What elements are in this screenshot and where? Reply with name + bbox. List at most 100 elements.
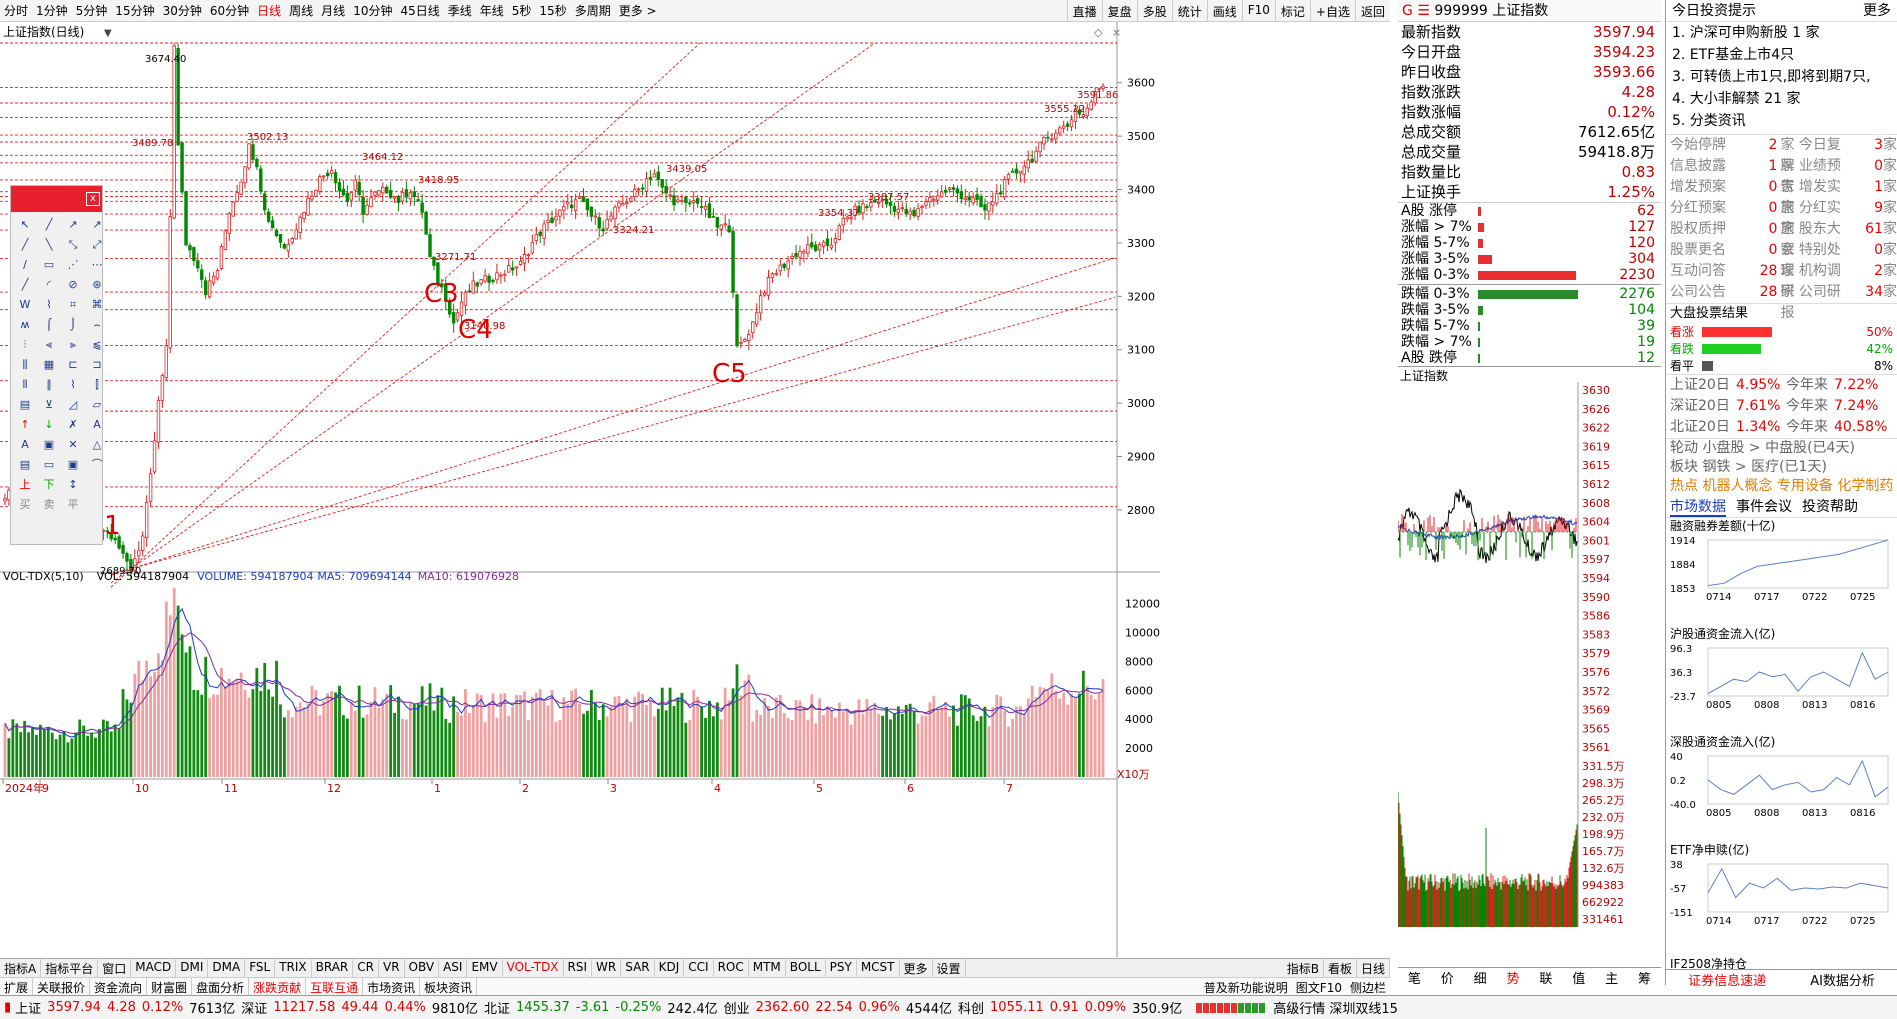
draw-tool-icon[interactable]: ⊏	[68, 358, 78, 371]
tips-bottom-tab[interactable]: AI数据分析	[1810, 974, 1875, 989]
indicator-tab[interactable]: OBV	[405, 959, 440, 977]
indicator-label[interactable]: 股票更名	[1670, 242, 1726, 258]
period-tab[interactable]: 更多 >	[618, 4, 657, 18]
toolbar-button[interactable]: +自选	[1309, 0, 1355, 22]
indicator-tab[interactable]: CCI	[684, 959, 714, 977]
indicator-tab[interactable]: BOLL	[786, 959, 826, 977]
drawing-tools-header[interactable]: x	[11, 186, 102, 212]
panel-tab[interactable]: 联	[1539, 972, 1553, 987]
period-tab[interactable]: 10分钟	[353, 4, 393, 18]
tips-bottom-tab[interactable]: 证券信息速递	[1688, 974, 1767, 989]
extension-tab[interactable]: 图文F10	[1295, 981, 1342, 995]
status-market-name[interactable]: 北证	[483, 1002, 510, 1017]
tip-item[interactable]: 4. 大小非解禁 21 家	[1672, 91, 1801, 107]
draw-tool-icon[interactable]: ⫴	[22, 378, 28, 391]
menu-icon[interactable]: ☰	[1417, 3, 1430, 19]
status-market-name[interactable]: 深证	[241, 1002, 268, 1017]
indicator-tab[interactable]: MCST	[857, 959, 900, 977]
indicator-tab[interactable]: DMI	[176, 959, 209, 977]
kline-chart[interactable]: 上证指数(日线)▼◇×36003500340033003200310030002…	[0, 22, 1160, 962]
draw-tool-icon[interactable]: ↗	[68, 218, 78, 231]
tip-item[interactable]: 5. 分类资讯	[1672, 113, 1746, 129]
toolbar-button[interactable]: F10	[1241, 0, 1275, 22]
period-tab[interactable]: 60分钟	[209, 4, 250, 18]
draw-tool-icon[interactable]: 平	[67, 498, 79, 511]
panel-tab[interactable]: 主	[1605, 972, 1619, 987]
draw-tool-icon[interactable]: △	[92, 438, 102, 451]
tip-item[interactable]: 1. 沪深可申购新股 1 家	[1672, 25, 1820, 41]
toolbar-button[interactable]: 统计	[1171, 0, 1207, 22]
draw-tool-icon[interactable]: ⊘	[68, 278, 78, 291]
draw-tool-icon[interactable]: ▦	[43, 358, 55, 371]
draw-tool-icon[interactable]: 卖	[43, 498, 55, 511]
indicator-tab[interactable]: SAR	[621, 959, 655, 977]
indicator-tab[interactable]: 看板	[1324, 959, 1357, 977]
period-tab[interactable]: 多周期	[574, 4, 611, 18]
close-icon[interactable]: x	[86, 192, 100, 206]
trend-line[interactable]	[110, 296, 1116, 575]
draw-tool-icon[interactable]: ▤	[19, 398, 31, 411]
extension-tab[interactable]: 盘面分析	[192, 978, 250, 995]
draw-tool-icon[interactable]: ⌢	[93, 318, 101, 331]
panel-tab[interactable]: 价	[1440, 972, 1454, 987]
indicator-label[interactable]: 分红预案	[1670, 200, 1726, 216]
draw-tool-icon[interactable]: ⫸	[69, 338, 77, 351]
draw-tool-icon[interactable]: ⫶	[23, 338, 27, 351]
draw-tool-icon[interactable]: ▤	[19, 458, 31, 471]
tip-item[interactable]: 3. 可转债上市1只,即将到期7只,	[1672, 69, 1871, 85]
toolbar-button[interactable]: 直播	[1066, 0, 1102, 22]
indicator-tab[interactable]: RSI	[564, 959, 593, 977]
draw-tool-icon[interactable]: ⌠	[46, 318, 52, 331]
period-tab[interactable]: 季线	[447, 4, 472, 18]
draw-tool-icon[interactable]: ✗	[68, 418, 78, 431]
indicator-tab[interactable]: FSL	[245, 959, 276, 977]
draw-tool-icon[interactable]: ↕	[68, 478, 78, 491]
indicator-tab[interactable]: MTM	[749, 959, 786, 977]
draw-tool-icon[interactable]: ∥	[46, 378, 52, 391]
toolbar-button[interactable]: 复盘	[1101, 0, 1137, 22]
panel-tab[interactable]: 筹	[1638, 972, 1652, 987]
trend-line[interactable]	[110, 257, 1116, 576]
toolbar-button[interactable]: 返回	[1354, 0, 1390, 22]
indicator-label[interactable]: 股权质押	[1670, 221, 1726, 237]
indicator-tab[interactable]: TRIX	[275, 959, 312, 977]
draw-tool-icon[interactable]: ⊐	[92, 358, 102, 371]
extension-tab[interactable]: 财富圈	[147, 978, 193, 995]
extension-tab[interactable]: 扩展	[0, 978, 34, 995]
indicator-tab[interactable]: 日线	[1357, 959, 1390, 977]
draw-tool-icon[interactable]: ʍ	[20, 318, 30, 331]
indicator-label[interactable]: 互动问答	[1670, 263, 1726, 279]
extension-tab[interactable]: 关联报价	[33, 978, 91, 995]
tips-tab[interactable]: 投资帮助	[1802, 499, 1858, 515]
draw-tool-icon[interactable]: ⊛	[92, 278, 102, 291]
draw-tool-icon[interactable]: ∕	[23, 258, 27, 271]
draw-tool-icon[interactable]: 上	[19, 478, 31, 491]
draw-tool-icon[interactable]: ⤡	[68, 238, 78, 251]
extension-tab[interactable]: 资金流向	[90, 978, 148, 995]
trend-line[interactable]	[110, 42, 876, 584]
draw-tool-icon[interactable]: ▣	[43, 438, 55, 451]
indicator-tab[interactable]: PSY	[826, 959, 857, 977]
indicator-tab[interactable]: 设置	[933, 959, 966, 977]
draw-tool-icon[interactable]: W	[19, 298, 31, 311]
period-tab[interactable]: 日线	[257, 4, 282, 18]
status-market-name[interactable]: 科创	[958, 1002, 985, 1017]
period-tab[interactable]: 15秒	[539, 4, 567, 18]
diamond-icon[interactable]: ◇	[1094, 26, 1103, 39]
indicator-tab[interactable]: VOL-TDX	[503, 959, 564, 977]
indicator-label[interactable]: 家 公司研报	[1780, 284, 1841, 321]
extension-tab[interactable]: 普及新功能说明	[1203, 981, 1288, 995]
draw-tool-icon[interactable]: ╱	[45, 218, 53, 231]
toolbar-button[interactable]: 画线	[1206, 0, 1242, 22]
period-tab[interactable]: 5秒	[511, 4, 532, 18]
draw-tool-icon[interactable]: ⌇	[70, 378, 76, 391]
draw-tool-icon[interactable]: ◜	[46, 278, 52, 291]
draw-tool-icon[interactable]: ╲	[45, 238, 53, 251]
status-market-name[interactable]: 上证	[15, 1002, 42, 1017]
panel-tab[interactable]: 值	[1572, 972, 1586, 987]
toolbar-button[interactable]: 标记	[1274, 0, 1310, 22]
draw-tool-icon[interactable]: ↑	[20, 418, 30, 431]
draw-tool-icon[interactable]: ╱	[21, 278, 29, 291]
draw-tool-icon[interactable]: A	[21, 438, 29, 451]
panel-tab[interactable]: 势	[1506, 972, 1520, 987]
